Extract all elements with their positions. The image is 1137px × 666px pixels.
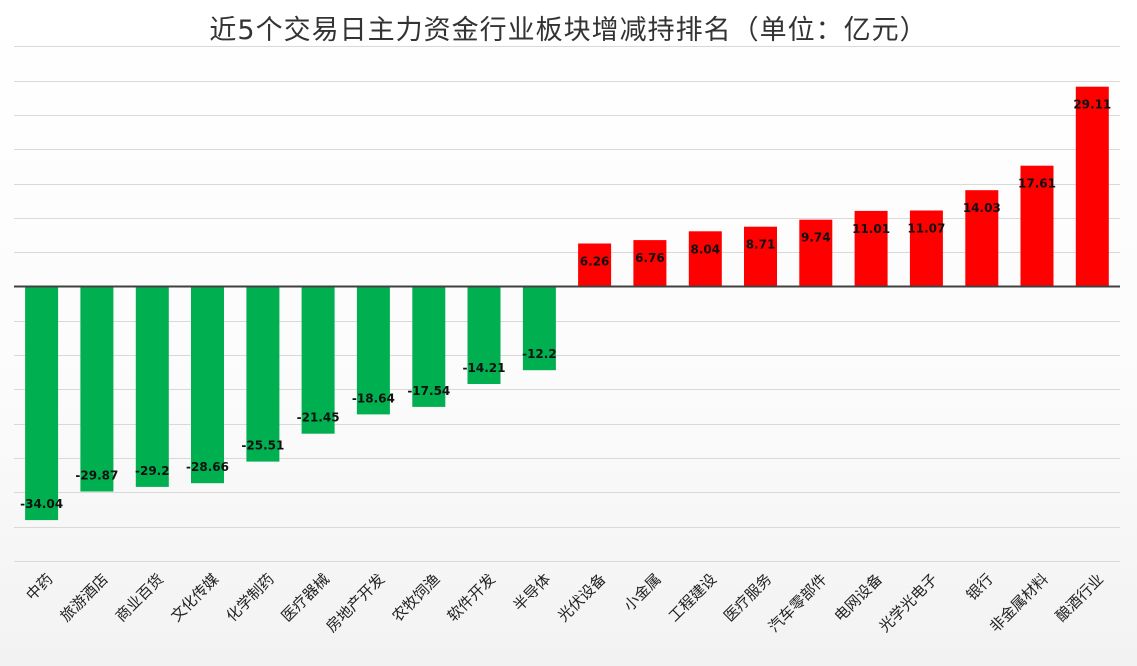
data-label: 17.61	[1018, 177, 1056, 191]
data-label: 11.07	[907, 222, 945, 236]
bar	[799, 219, 833, 287]
data-label: -25.51	[241, 439, 284, 453]
category-label: 农牧饲渔	[388, 570, 443, 625]
category-label: 商业百货	[112, 570, 167, 625]
data-label: -34.04	[20, 497, 63, 511]
data-label: 6.26	[580, 255, 610, 269]
data-labels: -34.04 -29.87 -29.2 -28.66 -25.51 -21.45 -18.6…	[20, 98, 1111, 511]
category-label: 医疗器械	[278, 570, 333, 625]
bar	[965, 190, 999, 287]
category-label: 医疗服务	[720, 570, 775, 625]
category-label: 电网设备	[831, 570, 886, 625]
bar	[688, 231, 722, 287]
category-label: 小金属	[620, 570, 665, 615]
bar	[356, 286, 390, 415]
data-label: -17.54	[407, 384, 450, 398]
category-label: 光学光电子	[875, 570, 941, 636]
bar	[909, 210, 943, 287]
data-label: -21.45	[297, 411, 340, 425]
bars	[14, 86, 1120, 521]
data-label: -14.21	[463, 361, 506, 375]
category-label: 半导体	[510, 570, 555, 615]
bar	[854, 210, 888, 287]
bar	[246, 286, 280, 462]
bar	[25, 286, 59, 521]
category-label: 工程建设	[665, 570, 720, 625]
bar	[412, 286, 446, 407]
data-label: 14.03	[963, 201, 1001, 215]
data-label: 8.04	[690, 242, 720, 256]
category-label: 光伏设备	[554, 570, 609, 625]
category-label: 旅游酒店	[57, 570, 112, 625]
bar	[80, 286, 114, 492]
data-label: 11.01	[852, 222, 890, 236]
bar	[135, 286, 169, 487]
category-label: 化学制药	[223, 570, 278, 625]
bar	[1075, 86, 1109, 287]
data-label: -28.66	[186, 460, 229, 474]
data-label: 8.71	[746, 238, 776, 252]
data-label: 6.76	[635, 251, 665, 265]
data-label: -29.87	[75, 469, 118, 483]
gridlines	[14, 46, 1120, 562]
category-label: 软件开发	[444, 570, 499, 625]
category-label: 银行	[963, 570, 997, 604]
bar	[301, 286, 335, 434]
data-label: -12.2	[522, 347, 557, 361]
bar	[522, 286, 556, 371]
data-label: 29.11	[1073, 98, 1111, 112]
data-label: 9.74	[801, 231, 831, 245]
category-label: 中药	[22, 570, 56, 604]
category-label: 酿酒行业	[1052, 570, 1107, 625]
bar	[633, 240, 667, 287]
category-label: 文化传媒	[167, 570, 222, 625]
chart-title: 近5个交易日主力资金行业板块增减持排名（单位：亿元）	[209, 15, 928, 46]
bar	[1020, 165, 1054, 287]
bar	[191, 286, 224, 484]
category-label: 房地产开发	[322, 570, 388, 636]
data-label: -18.64	[352, 391, 395, 405]
bar	[467, 286, 501, 384]
bar	[578, 243, 612, 287]
category-label: 非金属材料	[986, 570, 1052, 636]
bar	[744, 226, 777, 287]
category-label: 汽车零部件	[765, 570, 831, 636]
data-label: -29.2	[135, 464, 170, 478]
